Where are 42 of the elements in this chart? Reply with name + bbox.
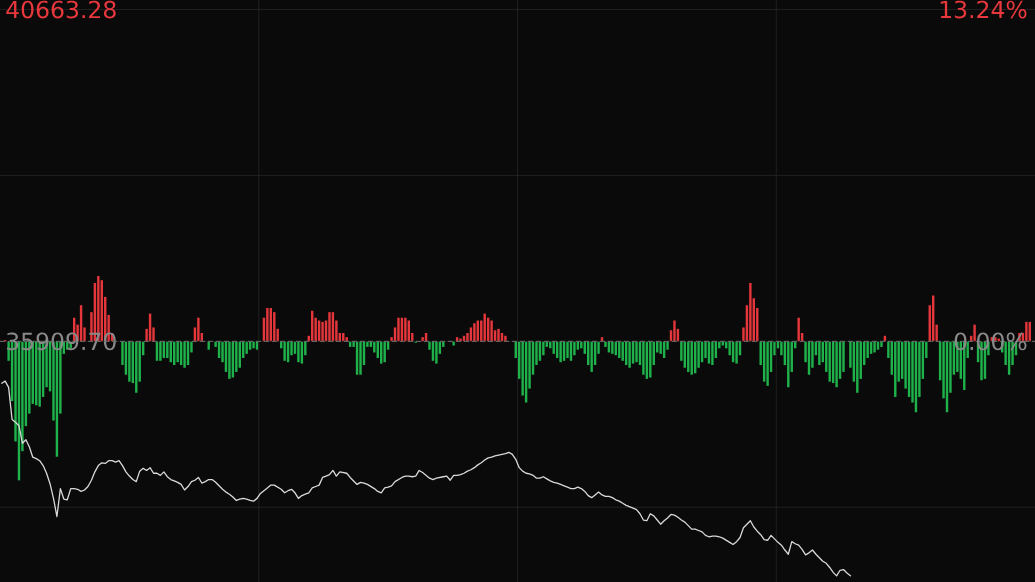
bar [635, 341, 638, 363]
bar [452, 341, 455, 346]
bar [183, 341, 186, 368]
bar [628, 341, 631, 368]
bar [397, 317, 400, 342]
bar [559, 341, 562, 363]
bar [673, 320, 676, 342]
bar [797, 317, 800, 342]
bar [159, 341, 162, 361]
bar [266, 307, 269, 342]
bar [749, 282, 752, 342]
bar [490, 320, 493, 342]
bar [245, 341, 248, 354]
bar [856, 341, 859, 393]
bar [297, 341, 300, 363]
bar [711, 341, 714, 365]
bar [642, 341, 645, 375]
bar [321, 321, 324, 342]
bar [787, 341, 790, 388]
bar [473, 323, 476, 342]
bar [873, 341, 876, 353]
bar [435, 341, 438, 364]
bar [566, 341, 569, 359]
bar [252, 341, 255, 349]
bar [404, 317, 407, 342]
bar [649, 341, 652, 378]
bar [590, 341, 593, 372]
bar [283, 341, 286, 361]
bar [497, 328, 500, 342]
bar [504, 335, 507, 342]
bar [735, 341, 738, 364]
bar [359, 341, 362, 375]
bar [766, 341, 769, 386]
bar [166, 341, 169, 359]
bar [835, 341, 838, 388]
y-tick-label: 40663.28 [6, 0, 116, 19]
bar [228, 341, 231, 379]
bar [197, 317, 200, 342]
bar [128, 341, 131, 382]
bar [328, 312, 331, 342]
bar [421, 337, 424, 342]
y2-tick-label: 13.24% [940, 0, 1027, 19]
